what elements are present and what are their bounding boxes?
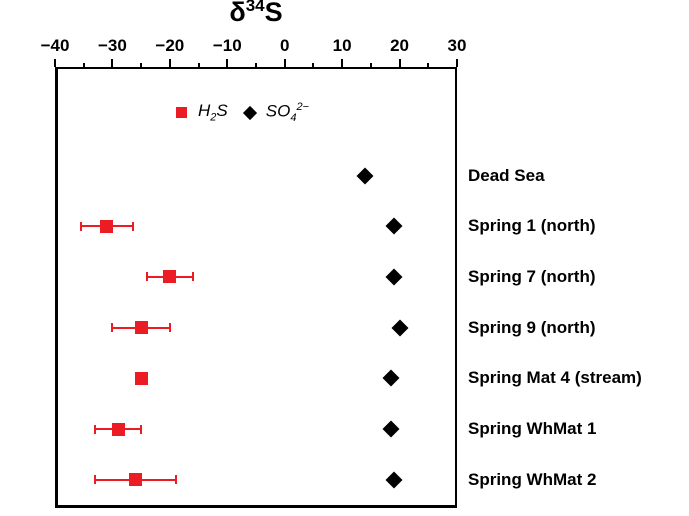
chart-title-rest: S <box>264 0 283 27</box>
legend-item-so4: SO42− <box>242 101 309 125</box>
x-tick-label: 20 <box>390 36 410 55</box>
x-tick-label: 0 <box>279 36 290 55</box>
x-major-tick <box>341 59 344 67</box>
category-label: Spring 1 (north) <box>468 216 596 236</box>
error-bar-cap <box>79 221 82 231</box>
x-minor-tick <box>369 63 372 67</box>
x-tick-label: 30 <box>447 36 467 55</box>
legend-item-h2s: H2S <box>176 101 228 124</box>
x-tick-label: −40 <box>40 36 70 55</box>
plot-area <box>55 67 457 508</box>
x-minor-tick <box>82 63 85 67</box>
x-tick-label: −20 <box>155 36 185 55</box>
h2s-square-icon <box>176 107 187 119</box>
error-bar-cap <box>94 475 97 485</box>
x-major-tick <box>283 59 286 67</box>
x-tick-label: −10 <box>212 36 242 55</box>
x-minor-tick <box>255 63 257 67</box>
legend: H2S SO42− <box>176 101 309 124</box>
x-tick-label: −30 <box>98 36 127 55</box>
x-tick-label: 10 <box>332 36 352 55</box>
chart-title-base: δ <box>229 0 246 27</box>
x-minor-tick <box>427 63 430 67</box>
x-major-tick <box>111 59 114 67</box>
h2s-square-marker <box>134 321 148 335</box>
x-major-tick <box>398 59 401 67</box>
legend-label-h2s: H2S <box>198 101 228 124</box>
error-bar-cap <box>145 272 148 282</box>
x-minor-tick <box>140 63 143 67</box>
x-major-tick <box>168 59 171 67</box>
h2s-square-marker <box>100 219 114 233</box>
h2s-square-marker <box>111 422 125 436</box>
error-bar-cap <box>94 424 97 434</box>
legend-label-so4: SO42− <box>265 101 309 125</box>
h2s-square-marker <box>134 371 148 385</box>
error-bar-cap <box>168 323 171 333</box>
h2s-square-marker <box>163 270 177 284</box>
error-bar-cap <box>191 272 194 282</box>
error-bar-cap <box>131 221 134 231</box>
error-bar-cap <box>174 475 177 485</box>
error-bar-cap <box>111 323 114 333</box>
chart-title-superscript: 34 <box>245 0 265 15</box>
category-label: Spring WhMat 2 <box>468 469 597 489</box>
x-minor-tick <box>312 63 315 67</box>
x-major-tick <box>226 59 229 67</box>
x-major-tick <box>54 59 56 67</box>
error-bar-cap <box>140 424 143 434</box>
category-label: Spring WhMat 1 <box>468 419 597 438</box>
h2s-square-marker <box>128 473 142 487</box>
chart-title: δ34S <box>55 0 457 28</box>
category-label: Spring Mat 4 (stream) <box>468 368 642 388</box>
x-minor-tick <box>197 63 200 67</box>
category-label: Dead Sea <box>468 165 545 185</box>
so4-diamond-icon <box>242 105 257 120</box>
x-major-tick <box>456 59 458 67</box>
category-label: Spring 7 (north) <box>468 266 596 286</box>
category-label: Spring 9 (north) <box>468 317 596 337</box>
